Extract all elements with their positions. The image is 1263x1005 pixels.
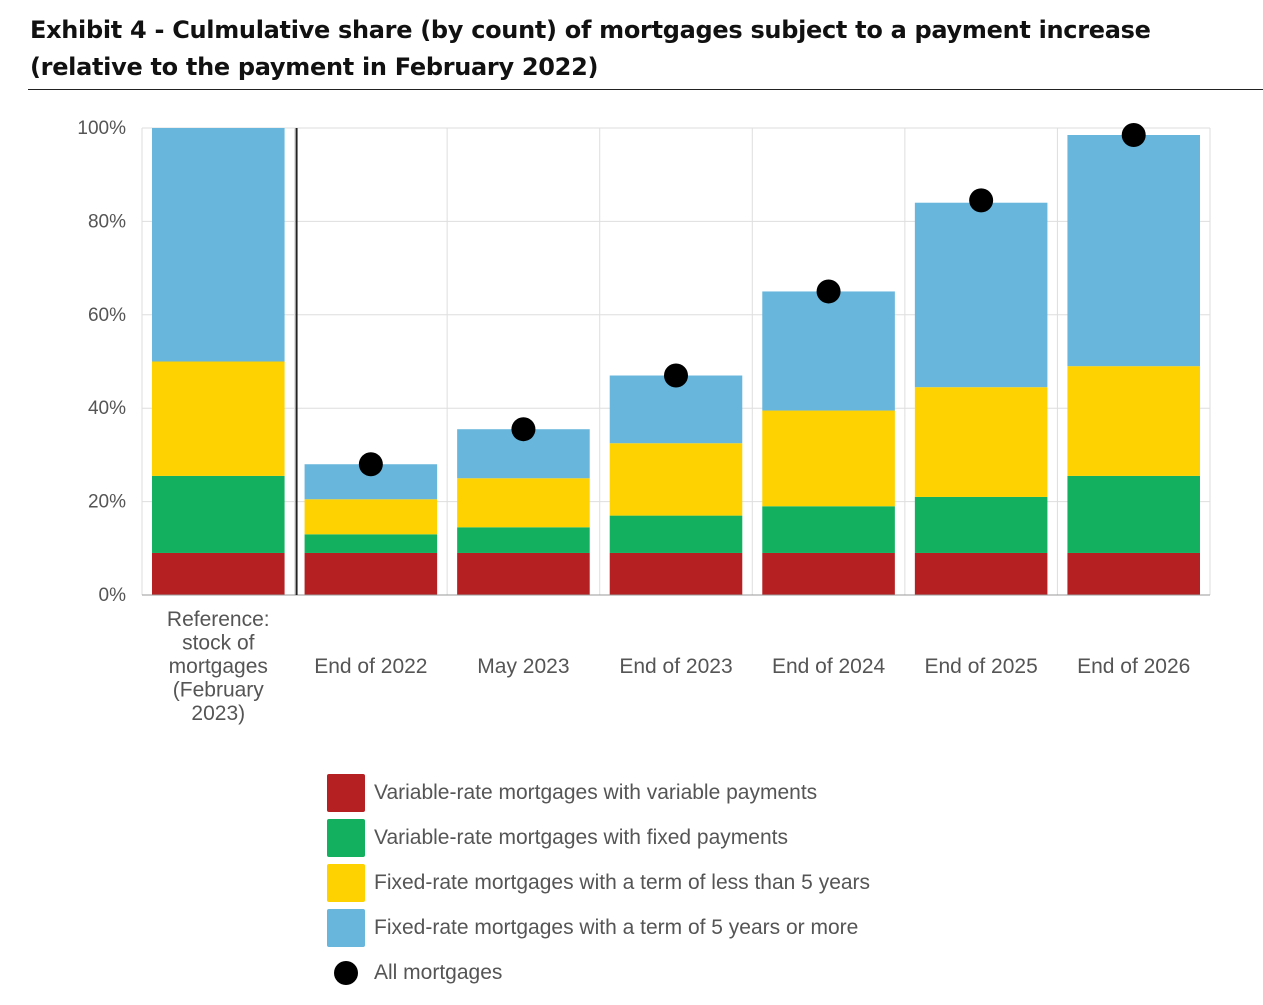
bar-segment-3 bbox=[304, 499, 438, 535]
bar-segment-2 bbox=[457, 527, 590, 553]
black-dot-icon bbox=[334, 960, 358, 985]
y-tick-label: 0% bbox=[99, 585, 127, 606]
bar-segment-1 bbox=[304, 552, 438, 595]
bar-segment-3 bbox=[152, 361, 285, 476]
y-tick-label: 80% bbox=[88, 211, 126, 232]
bar-segment-1 bbox=[914, 552, 1048, 595]
legend-swatch bbox=[327, 818, 365, 857]
y-tick-label: 40% bbox=[88, 398, 126, 419]
bar-segment-4 bbox=[914, 202, 1048, 388]
legend-label: Variable-rate mortgages with fixed payme… bbox=[374, 825, 788, 849]
stacked-bar-chart: 0% 20% 40% 60% 80% 100% Reference: stock of mort… bbox=[77, 118, 1211, 725]
x-category-label: End of 2023 bbox=[619, 655, 732, 678]
legend-label: Fixed-rate mortgages with a term of less… bbox=[374, 870, 871, 894]
legend-item: Variable-rate mortgages with variable pa… bbox=[327, 770, 870, 815]
legend-label: Fixed-rate mortgages with a term of 5 ye… bbox=[374, 915, 859, 939]
bar-segment-2 bbox=[152, 475, 285, 553]
all-mortgages-marker bbox=[664, 363, 688, 388]
legend: Variable-rate mortgages with variable pa… bbox=[327, 770, 870, 995]
x-category-label: May 2023 bbox=[477, 655, 569, 678]
bar-layer bbox=[152, 128, 1200, 595]
bar-segment-2 bbox=[914, 496, 1048, 553]
legend-label: All mortgages bbox=[374, 960, 503, 984]
legend-item: Variable-rate mortgages with fixed payme… bbox=[327, 815, 870, 860]
x-category-label: End of 2025 bbox=[925, 655, 1038, 678]
axis-layer bbox=[142, 128, 1210, 596]
bar-segment-4 bbox=[1067, 135, 1200, 367]
legend-item: Fixed-rate mortgages with a term of less… bbox=[327, 860, 870, 905]
bar-segment-2 bbox=[762, 506, 895, 553]
all-mortgages-marker bbox=[816, 279, 841, 304]
label-layer: 0% 20% 40% 60% 80% 100% Reference: stock of mort… bbox=[77, 118, 1190, 725]
all-mortgages-marker bbox=[358, 452, 383, 477]
x-category-label: End of 2024 bbox=[772, 655, 886, 678]
bar-segment-4 bbox=[152, 128, 285, 362]
legend-item: All mortgages bbox=[327, 950, 870, 995]
bar-segment-3 bbox=[1067, 366, 1200, 476]
legend-swatch bbox=[327, 908, 365, 947]
bar-segment-3 bbox=[762, 410, 895, 507]
x-category-label: Reference: stock of mortgages (February 2023… bbox=[167, 608, 270, 725]
bar-segment-2 bbox=[304, 534, 438, 553]
bar-segment-1 bbox=[457, 552, 590, 595]
all-mortgages-marker bbox=[969, 188, 994, 213]
legend-label: Variable-rate mortgages with variable pa… bbox=[374, 780, 818, 804]
bar-segment-3 bbox=[609, 443, 743, 516]
bar-segment-1 bbox=[152, 552, 285, 595]
bar-segment-2 bbox=[609, 515, 743, 553]
bar-segment-3 bbox=[457, 478, 590, 528]
legend-item: Fixed-rate mortgages with a term of 5 ye… bbox=[327, 905, 870, 950]
chart-title: Exhibit 4 - Culmulative share (by count)… bbox=[30, 16, 1151, 81]
y-tick-label: 100% bbox=[77, 118, 126, 139]
bar-segment-3 bbox=[914, 387, 1048, 497]
bar-segment-1 bbox=[1067, 552, 1200, 595]
bar-segment-1 bbox=[762, 552, 895, 595]
all-mortgages-marker bbox=[511, 417, 536, 442]
bar-segment-1 bbox=[609, 552, 743, 595]
bar-segment-2 bbox=[1067, 475, 1200, 553]
legend-swatch bbox=[327, 863, 365, 902]
title-divider bbox=[28, 89, 1263, 90]
x-category-label: End of 2026 bbox=[1077, 655, 1190, 678]
y-tick-label: 60% bbox=[88, 305, 126, 326]
y-tick-label: 20% bbox=[88, 492, 126, 513]
legend-marker bbox=[327, 954, 365, 992]
bar-segment-4 bbox=[762, 291, 895, 411]
all-mortgages-marker bbox=[1121, 123, 1146, 148]
x-category-label: End of 2022 bbox=[314, 655, 427, 678]
legend-swatch bbox=[327, 773, 365, 812]
marker-layer bbox=[358, 123, 1146, 477]
